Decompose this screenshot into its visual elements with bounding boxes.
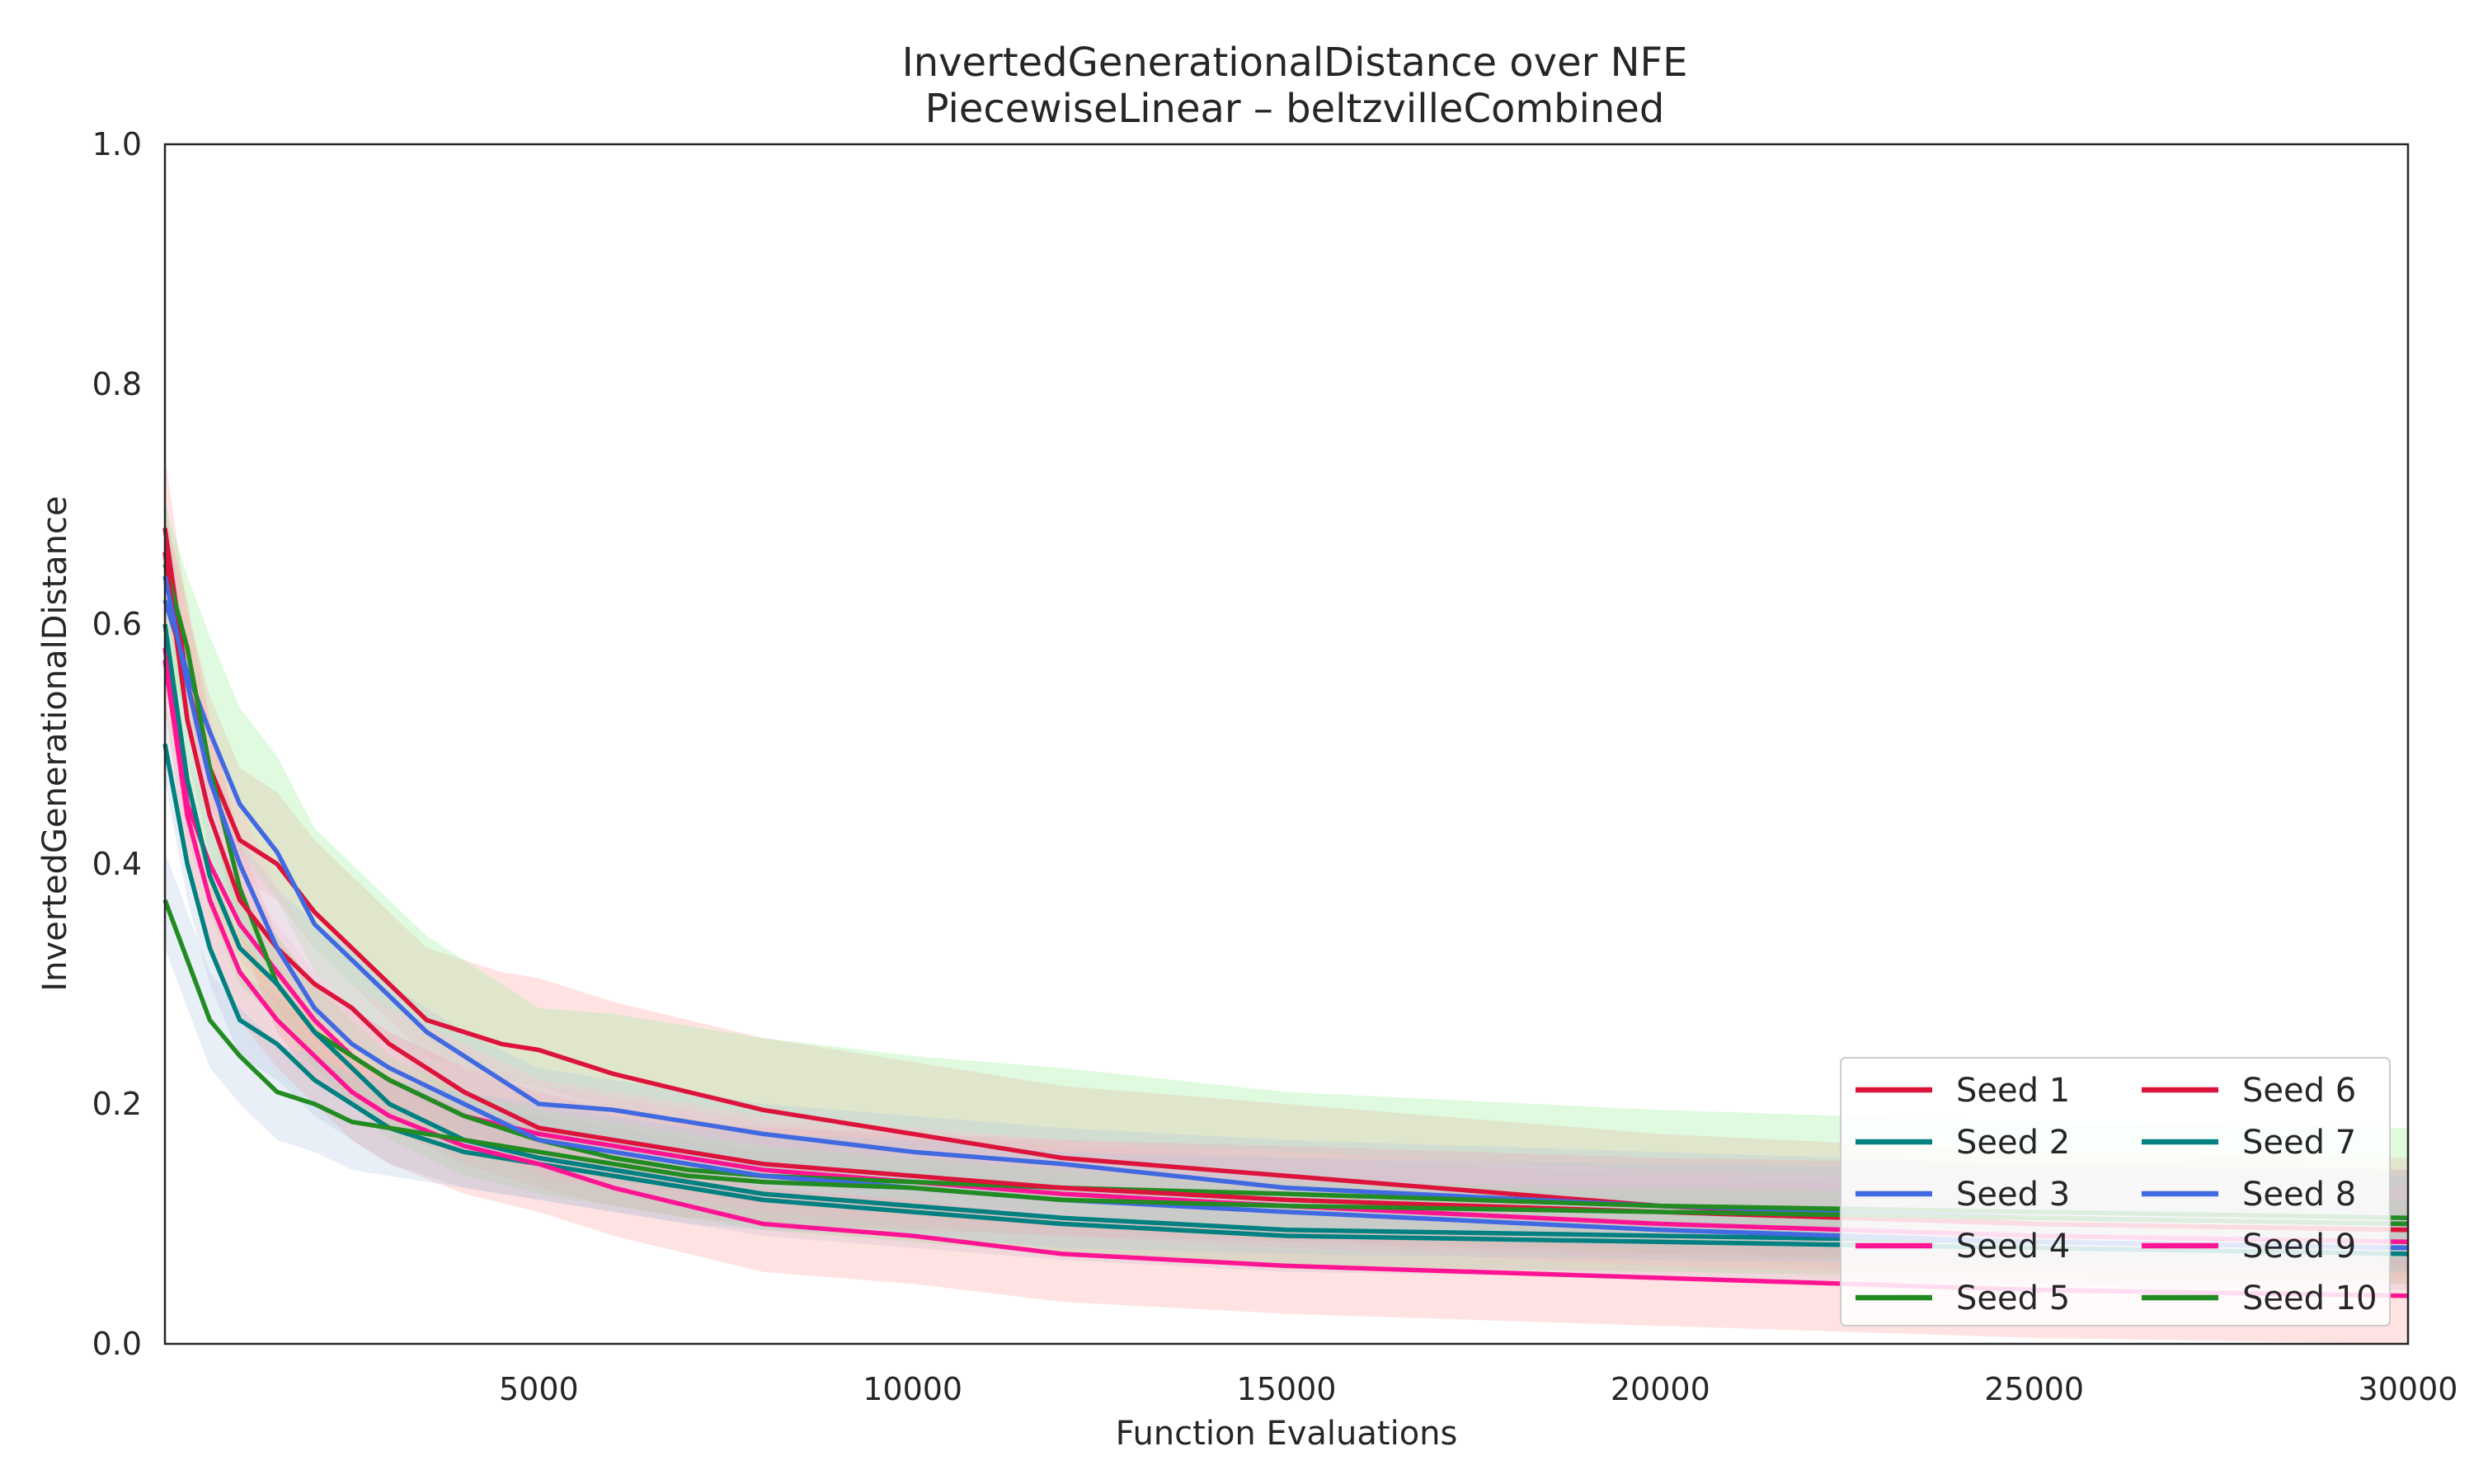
band-seed-1 — [165, 456, 2408, 1266]
legend-label-seed-8: Seed 8 — [2242, 1176, 2356, 1214]
legend-label-seed-2: Seed 2 — [1956, 1124, 2070, 1162]
series-lines — [162, 528, 2409, 1298]
y-tick-label: 0.8 — [92, 366, 142, 402]
legend-label-seed-10: Seed 10 — [2242, 1280, 2378, 1317]
y-tick-label: 0.4 — [92, 846, 142, 882]
series-line-seed-3 — [162, 599, 2409, 1227]
series-line-seed-9 — [162, 660, 2409, 1298]
x-tick-label: 20000 — [1611, 1371, 1710, 1407]
x-axis-label: Function Evaluations — [1116, 1415, 1458, 1453]
x-tick-label: 5000 — [499, 1371, 579, 1407]
band-seed-10 — [165, 852, 2408, 1272]
chart-subtitle: PiecewiseLinear – beltzvilleCombined — [925, 86, 1665, 132]
y-tick-label: 0.2 — [92, 1086, 142, 1122]
y-axis-ticks: 0.0 0.2 0.4 0.6 0.8 1.0 — [92, 126, 142, 1362]
series-line-seed-10 — [162, 899, 2409, 1227]
legend-box — [1840, 1057, 2391, 1327]
legend-label-seed-9: Seed 9 — [2242, 1228, 2356, 1266]
legend-label-seed-6: Seed 6 — [2242, 1072, 2356, 1110]
series-line-seed-7 — [162, 623, 2409, 1251]
series-line-seed-6 — [162, 552, 2409, 1233]
y-tick-label: 1.0 — [92, 126, 142, 162]
legend-label-seed-5: Seed 5 — [1956, 1280, 2070, 1317]
x-axis-ticks: 5000 10000 15000 20000 25000 30000 — [499, 1371, 2458, 1407]
legend-label-seed-7: Seed 7 — [2242, 1124, 2356, 1162]
legend-label-seed-4: Seed 4 — [1956, 1228, 2070, 1266]
legend-label-seed-1: Seed 1 — [1956, 1072, 2070, 1110]
series-line-seed-1 — [162, 528, 2409, 1233]
band-seed-3 — [165, 504, 2408, 1272]
y-axis-label: InvertedGenerationalDistance — [36, 495, 74, 991]
x-tick-label: 25000 — [1984, 1371, 2084, 1407]
y-tick-label: 0.0 — [92, 1326, 142, 1362]
chart-title: InvertedGenerationalDistance over NFE — [902, 40, 1688, 86]
series-line-seed-8 — [162, 575, 2409, 1251]
x-tick-label: 30000 — [2359, 1371, 2458, 1407]
legend-label-seed-3: Seed 3 — [1956, 1176, 2070, 1214]
plot-frame — [163, 143, 2410, 1345]
legend: Seed 1 Seed 2 Seed 3 Seed 4 Seed 5 Seed 6 Seed… — [1840, 1057, 2391, 1327]
x-tick-label: 10000 — [863, 1371, 962, 1407]
x-tick-label: 15000 — [1237, 1371, 1337, 1407]
y-tick-label: 0.6 — [92, 606, 142, 642]
